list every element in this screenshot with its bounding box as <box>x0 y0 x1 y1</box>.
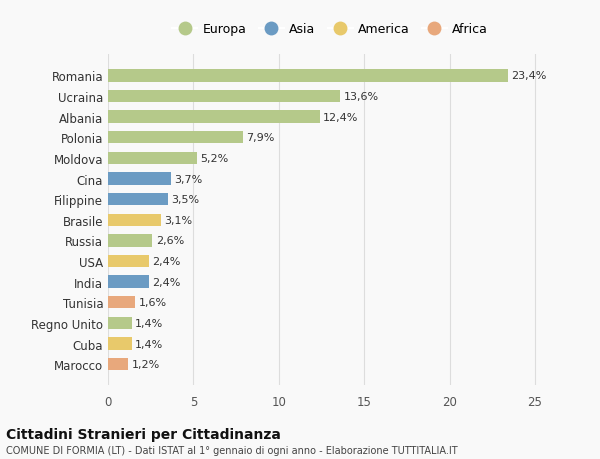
Legend: Europa, Asia, America, Africa: Europa, Asia, America, Africa <box>167 18 493 41</box>
Text: 2,6%: 2,6% <box>156 236 184 246</box>
Bar <box>108 91 340 103</box>
Text: Cittadini Stranieri per Cittadinanza: Cittadini Stranieri per Cittadinanza <box>6 427 281 441</box>
Text: 2,4%: 2,4% <box>152 257 181 267</box>
Bar <box>108 358 128 370</box>
Bar <box>108 173 171 185</box>
Bar <box>108 276 149 288</box>
Bar <box>108 132 243 144</box>
Text: 12,4%: 12,4% <box>323 112 359 123</box>
Text: 2,4%: 2,4% <box>152 277 181 287</box>
Text: 1,6%: 1,6% <box>139 297 167 308</box>
Bar <box>108 111 320 123</box>
Text: 23,4%: 23,4% <box>511 71 547 81</box>
Bar <box>108 235 152 247</box>
Bar <box>108 255 149 268</box>
Bar <box>108 338 132 350</box>
Bar <box>108 152 197 165</box>
Bar <box>108 70 508 83</box>
Text: 1,4%: 1,4% <box>136 339 164 349</box>
Text: 1,2%: 1,2% <box>132 359 160 369</box>
Text: 3,7%: 3,7% <box>175 174 203 184</box>
Text: 1,4%: 1,4% <box>136 318 164 328</box>
Bar <box>108 194 168 206</box>
Text: 3,1%: 3,1% <box>164 215 193 225</box>
Text: COMUNE DI FORMIA (LT) - Dati ISTAT al 1° gennaio di ogni anno - Elaborazione TUT: COMUNE DI FORMIA (LT) - Dati ISTAT al 1°… <box>6 445 458 455</box>
Text: 3,5%: 3,5% <box>171 195 199 205</box>
Bar <box>108 214 161 226</box>
Bar <box>108 297 136 309</box>
Text: 13,6%: 13,6% <box>344 92 379 102</box>
Text: 5,2%: 5,2% <box>200 154 229 163</box>
Bar <box>108 317 132 330</box>
Text: 7,9%: 7,9% <box>247 133 275 143</box>
